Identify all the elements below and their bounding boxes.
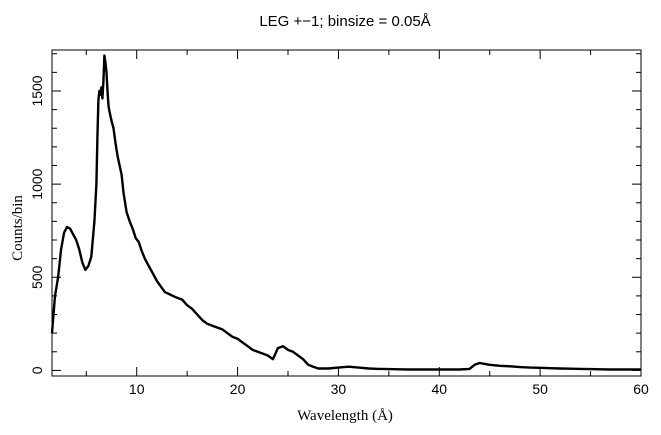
x-tick-label: 60: [633, 381, 649, 397]
y-tick-label: 0: [29, 366, 45, 374]
y-tick-label: 1500: [29, 75, 45, 106]
x-tick-label: 10: [129, 381, 145, 397]
x-tick-label: 40: [431, 381, 447, 397]
x-axis-label: Wavelength (Å): [297, 408, 393, 424]
x-tick-label: 30: [331, 381, 347, 397]
y-tick-label: 500: [29, 265, 45, 289]
y-axis-label: Counts/bin: [10, 195, 26, 261]
plot-frame: [51, 49, 642, 377]
series-group: [50, 54, 641, 371]
series-line: [50, 54, 641, 371]
tick-labels: 10 20 30 40 50 60 0 500 1000 1500: [29, 75, 649, 397]
axis-ticks: [52, 50, 642, 376]
y-tick-label: 1000: [29, 168, 45, 199]
x-tick-label: 50: [532, 381, 548, 397]
x-tick-label: 20: [230, 381, 246, 397]
chart-title: LEG +−1; binsize = 0.05Å: [259, 13, 430, 30]
